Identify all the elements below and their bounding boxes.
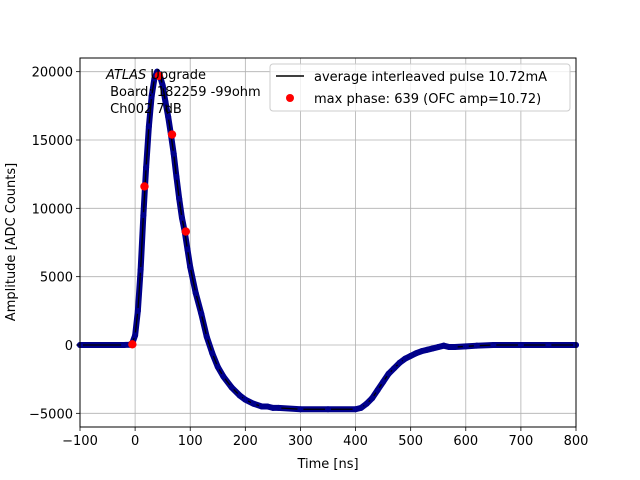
pulse-sample-point bbox=[140, 212, 147, 219]
x-tick-label: 400 bbox=[343, 434, 368, 449]
pulse-sample-point bbox=[297, 406, 304, 413]
annotation-line-2: Board: 182259 -99ohm bbox=[106, 85, 261, 100]
annotation-block: ATLAS Upgrade Board: 182259 -99ohm Ch002… bbox=[105, 68, 261, 117]
max-phase-point bbox=[181, 227, 191, 236]
pulse-sample-point bbox=[228, 384, 235, 391]
x-tick-label: 700 bbox=[508, 434, 533, 449]
pulse-sample-point bbox=[148, 93, 155, 100]
pulse-sample-point bbox=[446, 344, 453, 351]
pulse-sample-point bbox=[374, 387, 381, 394]
pulse-sample-point bbox=[385, 370, 392, 377]
pulse-sample-point bbox=[380, 378, 387, 385]
pulse-sample-point bbox=[440, 342, 447, 349]
legend-box bbox=[269, 63, 571, 112]
pulse-sample-point bbox=[220, 373, 227, 380]
pulse-sample-point bbox=[258, 403, 265, 410]
x-tick-label: 0 bbox=[131, 434, 139, 449]
pulse-sample-point bbox=[418, 348, 425, 355]
y-tick-label: 5000 bbox=[40, 271, 73, 286]
pulse-sample-point bbox=[396, 359, 403, 366]
pulse-sample-point bbox=[490, 342, 497, 348]
x-tick-label: 300 bbox=[288, 434, 313, 449]
max-phase-point bbox=[128, 340, 137, 349]
pulse-sample-point bbox=[162, 98, 169, 105]
pulse-sample-point bbox=[402, 355, 409, 362]
pulse-sample-point bbox=[145, 123, 152, 130]
pulse-sample-point bbox=[275, 404, 282, 411]
pulse-sample-point bbox=[132, 332, 139, 339]
pulse-sample-point bbox=[429, 345, 436, 352]
upgrade-label: Upgrade bbox=[146, 68, 206, 83]
pulse-sample-point bbox=[209, 350, 216, 357]
annotation-line-1: ATLAS Upgrade bbox=[105, 68, 206, 83]
pulse-sample-point bbox=[137, 266, 144, 273]
pulse-sample-point bbox=[451, 344, 458, 351]
pulse-sample-point bbox=[134, 307, 141, 314]
pulse-sample-point bbox=[121, 342, 128, 348]
pulse-sample-point bbox=[462, 343, 469, 350]
plot-frame bbox=[79, 57, 577, 428]
pulse-sample-point bbox=[143, 164, 150, 171]
pulse-sample-point bbox=[264, 403, 271, 410]
legend-entry-max-phase: max phase: 639 (OFC amp=10.72) bbox=[314, 92, 541, 107]
max-phase-point bbox=[167, 130, 177, 139]
pulse-sample-point bbox=[358, 404, 365, 411]
y-tick-label: 20000 bbox=[32, 66, 73, 81]
legend-dot-swatch bbox=[286, 94, 294, 102]
y-tick-label: 10000 bbox=[32, 202, 73, 217]
axis-ticks: −100 0 100 200 300 400 500 600 700 800 −5000 0 5000 1… bbox=[29, 66, 588, 449]
y-tick-label: −5000 bbox=[29, 407, 73, 422]
pulse-sample-point bbox=[192, 290, 199, 297]
pulse-sample-point bbox=[435, 344, 442, 351]
pulse-sample-point bbox=[214, 363, 221, 370]
pulse-sample-point bbox=[203, 333, 210, 340]
legend: average interleaved pulse 10.72mA max ph… bbox=[269, 63, 571, 112]
x-tick-label: 800 bbox=[564, 434, 589, 449]
annotation-line-3: Ch002 7dB bbox=[106, 102, 182, 117]
pulse-sample-point bbox=[517, 342, 524, 348]
y-axis-label: Amplitude [ADC Counts] bbox=[4, 163, 19, 321]
pulse-sample-point bbox=[352, 406, 359, 413]
x-tick-label: −100 bbox=[62, 434, 98, 449]
atlas-label: ATLAS bbox=[105, 68, 146, 83]
pulse-sample-point bbox=[242, 396, 249, 403]
x-tick-label: 200 bbox=[233, 434, 258, 449]
x-axis-label: Time [ns] bbox=[296, 457, 358, 472]
pulse-sample-point bbox=[184, 246, 191, 253]
y-tick-label: 15000 bbox=[32, 134, 73, 149]
pulse-sample-point bbox=[173, 173, 180, 180]
pulse-sample-point bbox=[170, 150, 177, 157]
x-tick-label: 600 bbox=[453, 434, 478, 449]
y-tick-label: 0 bbox=[65, 339, 73, 354]
pulse-sample-point bbox=[176, 195, 183, 202]
pulse-sample-point bbox=[363, 400, 370, 407]
x-tick-label: 500 bbox=[398, 434, 423, 449]
pulse-sample-point bbox=[178, 214, 185, 221]
pulse-sample-point bbox=[187, 264, 194, 271]
pulse-sample-point bbox=[369, 395, 376, 402]
pulse-sample-point bbox=[391, 365, 398, 372]
pulse-sample-point bbox=[407, 352, 414, 359]
pulse-sample-point bbox=[198, 310, 205, 317]
x-tick-label: 100 bbox=[178, 434, 203, 449]
max-phase-point bbox=[140, 182, 149, 191]
pulse-sample-point bbox=[269, 404, 276, 411]
pulse-sample-point bbox=[159, 82, 166, 89]
pulse-sample-point bbox=[473, 342, 480, 349]
pulse-sample-point bbox=[413, 350, 420, 357]
max-phase-point bbox=[154, 71, 164, 80]
pulse-sample-point bbox=[236, 392, 243, 399]
plot-data bbox=[77, 68, 579, 413]
pulse-sample-point bbox=[424, 346, 431, 353]
legend-entry-pulse: average interleaved pulse 10.72mA bbox=[314, 70, 547, 85]
pulse-sample-point bbox=[250, 400, 257, 407]
pulse-sample-point bbox=[545, 342, 552, 348]
pulse-sample-point bbox=[165, 113, 172, 120]
pulse-sample-point bbox=[325, 406, 331, 413]
